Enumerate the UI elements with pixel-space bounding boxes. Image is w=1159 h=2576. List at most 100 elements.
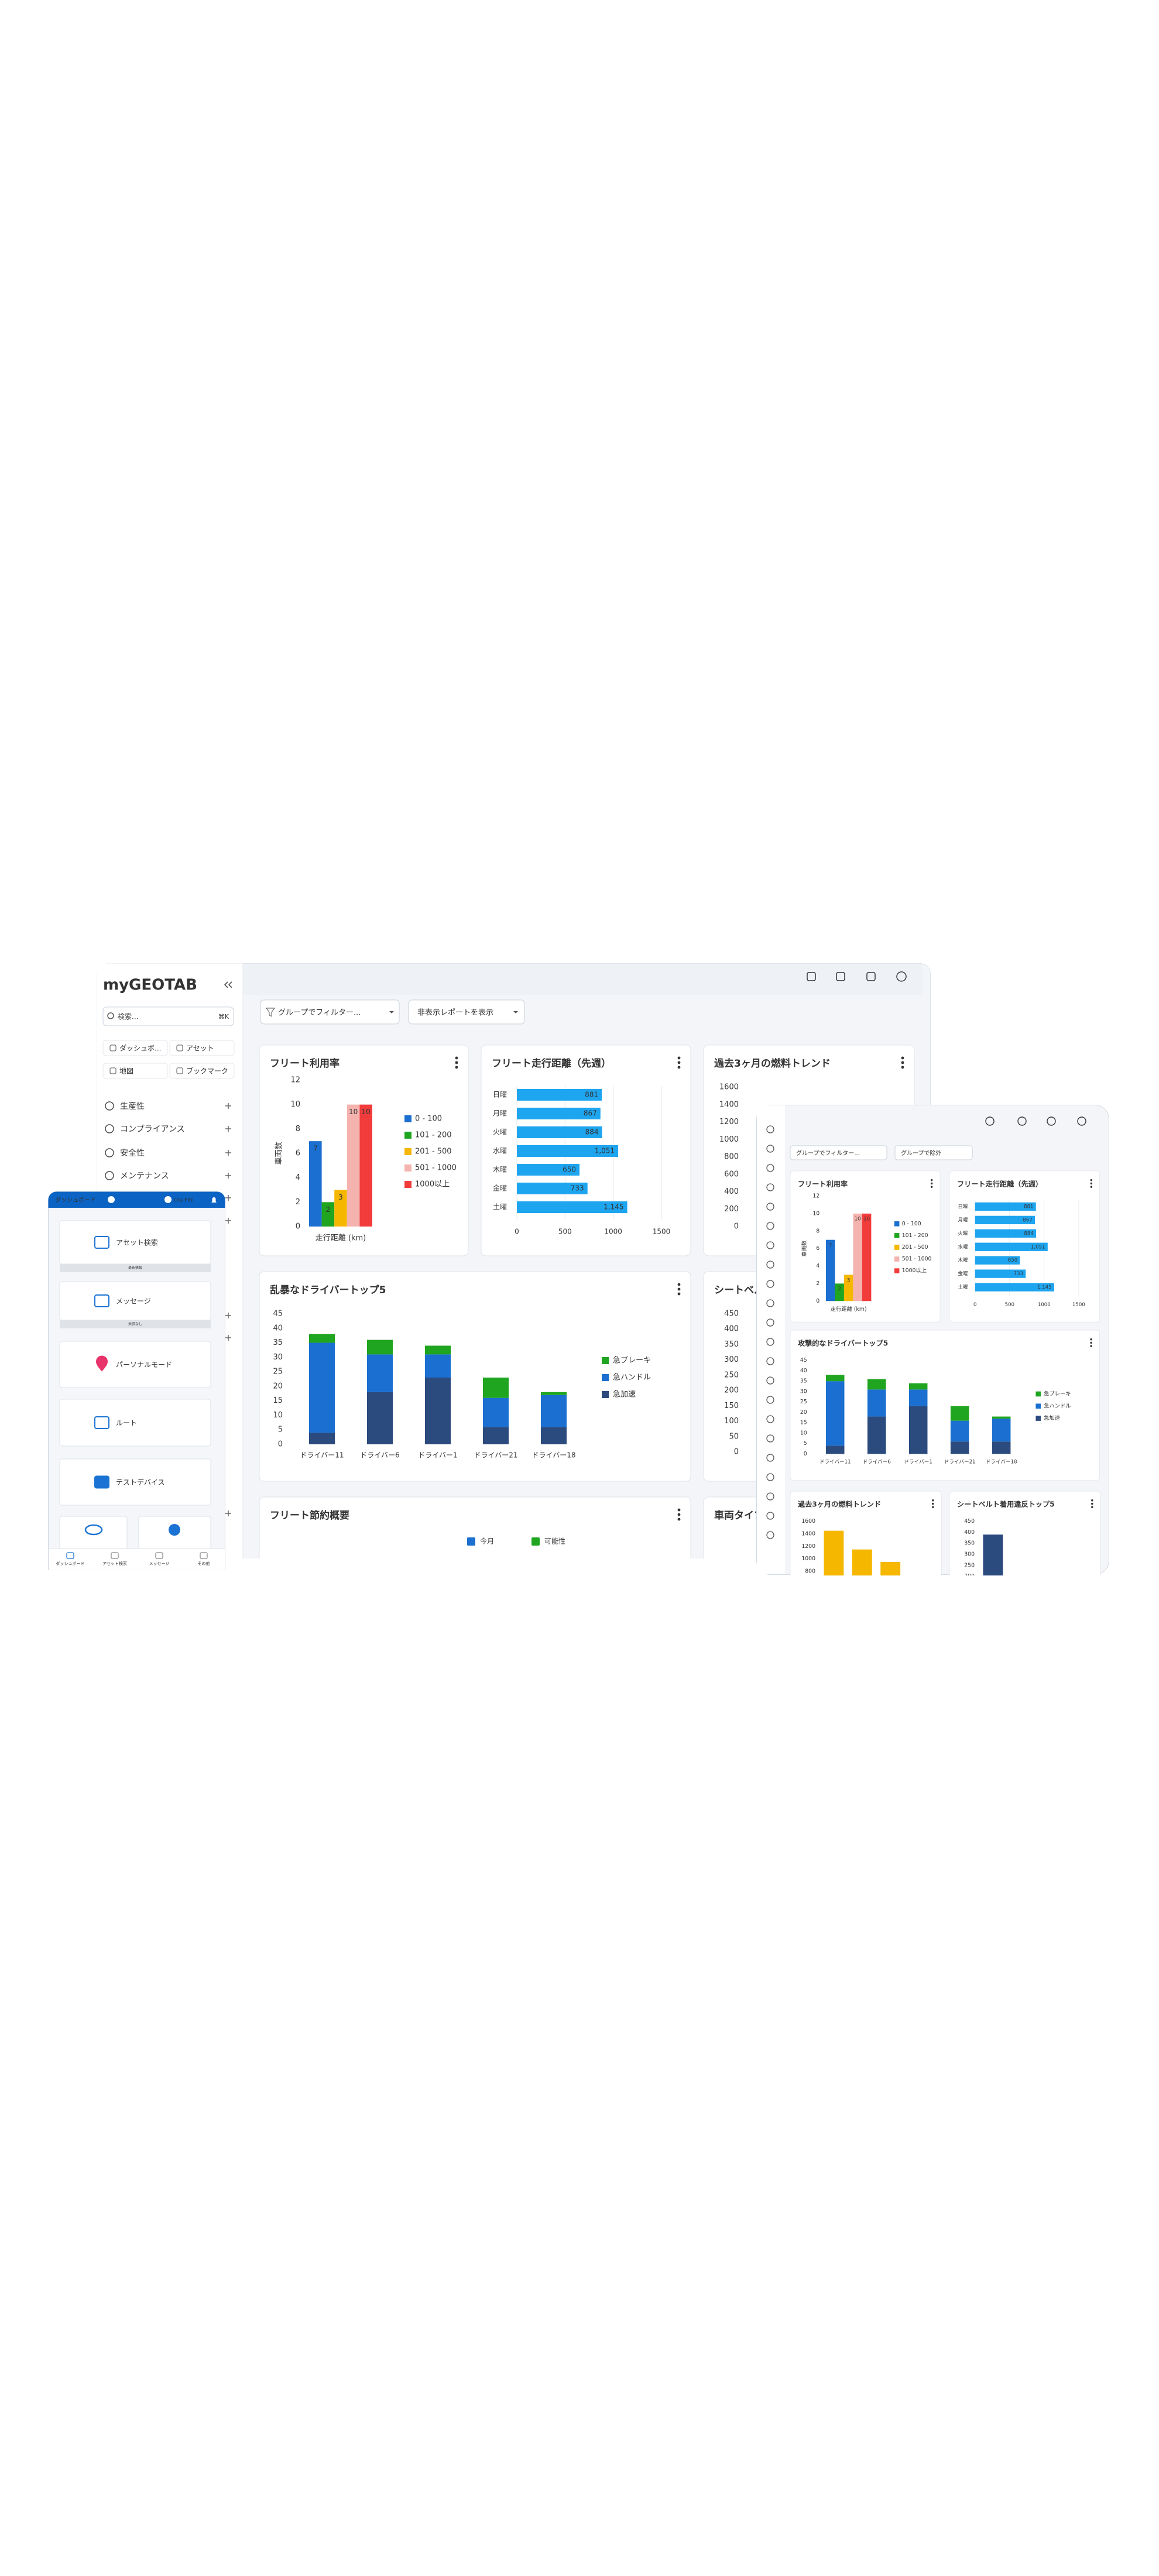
header-icon[interactable] [1047, 1116, 1056, 1126]
legend-swatch [404, 1164, 412, 1171]
y-axis-label: 車両数 [275, 1142, 284, 1164]
nav-icon[interactable] [66, 1552, 74, 1559]
rail-icon[interactable] [766, 1299, 774, 1307]
app-tile[interactable] [59, 1341, 211, 1388]
y-tick-label: 350 [964, 1540, 975, 1547]
legend-label: 1000以上 [902, 1268, 927, 1274]
legend-label: 0 - 100 [415, 1115, 442, 1123]
rail-icon[interactable] [766, 1473, 774, 1481]
legend-swatch [404, 1181, 412, 1188]
y-tick-label: 1000 [801, 1556, 815, 1562]
menu-icon [105, 1148, 114, 1157]
menu-dot [1091, 1502, 1093, 1505]
quick-link[interactable] [169, 1040, 235, 1056]
menu-dot [455, 1061, 458, 1064]
nav-icon[interactable] [111, 1552, 119, 1559]
bar [975, 1242, 1048, 1251]
app-tile[interactable] [59, 1458, 211, 1506]
quick-link[interactable] [169, 1063, 235, 1079]
menu-dot [677, 1056, 681, 1060]
y-tick-label: 10 [800, 1430, 807, 1436]
y-tick-label: 50 [729, 1432, 739, 1441]
y-tick-label: 350 [724, 1340, 739, 1349]
header-icon[interactable] [985, 1116, 995, 1126]
header-icon[interactable] [807, 972, 816, 981]
rail-icon[interactable] [766, 1434, 774, 1443]
quick-link[interactable] [102, 1040, 168, 1056]
y-tick-label: 1600 [801, 1518, 815, 1525]
header-icon[interactable] [1077, 1116, 1086, 1126]
hidden-reports-button[interactable] [408, 999, 525, 1025]
y-tick-label: 0 [971, 1617, 975, 1623]
expand-icon [225, 1218, 231, 1224]
rail-icon[interactable] [766, 1222, 774, 1230]
rail-icon[interactable] [766, 1241, 774, 1249]
group-filter[interactable] [260, 999, 400, 1025]
header-icon[interactable] [896, 971, 907, 982]
y-tick-label: 50 [968, 1606, 975, 1613]
y-tick-label: 200 [964, 1573, 975, 1580]
rail-icon[interactable] [766, 1260, 774, 1269]
y-tick-label: 0 [804, 1451, 807, 1457]
header-icon[interactable] [836, 972, 845, 981]
quick-link[interactable] [102, 1063, 168, 1079]
rail-icon[interactable] [766, 1396, 774, 1404]
rail-icon[interactable] [766, 1512, 774, 1520]
rail-icon[interactable] [766, 1415, 774, 1423]
y-tick-label: 25 [800, 1399, 807, 1405]
menu-dot [677, 1283, 681, 1286]
rail-icon[interactable] [766, 1357, 774, 1365]
help-icon [108, 1196, 115, 1203]
legend-swatch [602, 1357, 609, 1364]
y-tick-label: 300 [964, 1551, 975, 1558]
quick-link-icon [176, 1067, 183, 1074]
x-tick-label: 1000 [1038, 1302, 1051, 1308]
y-tick-label: 12 [290, 1076, 300, 1085]
legend-label: 0 - 100 [902, 1221, 921, 1227]
y-tick-label: 10 [273, 1411, 283, 1420]
y-tick-label: 8 [296, 1125, 300, 1133]
rail-icon[interactable] [766, 1183, 774, 1191]
rail-icon[interactable] [766, 1280, 774, 1288]
phone-header [48, 1191, 225, 1208]
group-exclude[interactable] [894, 1145, 973, 1160]
data-label: 881 [585, 1091, 598, 1099]
rail-icon[interactable] [766, 1338, 774, 1346]
menu-dot [1090, 1186, 1093, 1188]
nav-icon[interactable] [155, 1552, 163, 1559]
bar [975, 1215, 1035, 1225]
tile-label: アセット検索 [116, 1239, 158, 1247]
rail-icon[interactable] [766, 1492, 774, 1501]
y-tick-label: 6 [296, 1149, 300, 1158]
tile-icon [94, 1236, 109, 1249]
legend-swatch [404, 1115, 412, 1122]
card-title: 車両タイプ [714, 1509, 764, 1522]
y-tick-label: 1000 [719, 1135, 739, 1144]
legend-swatch [404, 1148, 412, 1155]
x-tick-label: 500 [558, 1228, 572, 1236]
group-filter[interactable] [790, 1145, 887, 1160]
rail-icon[interactable] [766, 1531, 774, 1539]
y-tick-label: 1200 [719, 1118, 739, 1126]
rail-icon[interactable] [766, 1376, 774, 1385]
header-icon[interactable] [1017, 1116, 1027, 1126]
expand-icon [225, 1126, 231, 1132]
menu-dot [1090, 1341, 1092, 1344]
legend-label: 1000以上 [415, 1180, 450, 1189]
menu-dot [677, 1292, 681, 1296]
rail-icon[interactable] [766, 1318, 774, 1327]
nav-icon[interactable] [200, 1552, 208, 1559]
rail-icon[interactable] [766, 1164, 774, 1172]
x-tick-label: ドライバー18 [986, 1459, 1017, 1465]
data-label: 10 [362, 1108, 371, 1116]
y-tick-label: 土曜 [958, 1283, 968, 1290]
header-icon[interactable] [866, 972, 876, 981]
chart-card: 乱暴なドライバートップ5 0 5 10 15 20 25 30 35 40 45 ドライバー11 ドライ… [259, 1271, 691, 1482]
search-box[interactable] [102, 1006, 234, 1026]
rail-icon[interactable] [766, 1125, 774, 1133]
rail-icon[interactable] [766, 1454, 774, 1462]
app-tile[interactable] [59, 1399, 211, 1447]
rail-icon[interactable] [766, 1203, 774, 1211]
rail-icon[interactable] [766, 1145, 774, 1153]
